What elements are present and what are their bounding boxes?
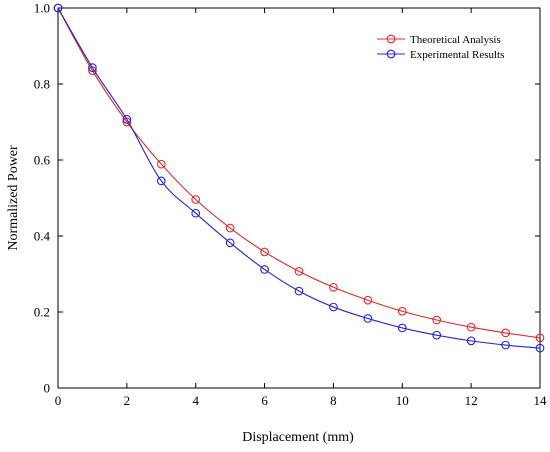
legend-swatch-marker (386, 49, 396, 59)
legend-item-theoretical-analysis: Theoretical Analysis (377, 34, 501, 46)
data-point-experimental-results (363, 314, 373, 323)
data-point-experimental-results (329, 302, 338, 312)
legend-label: Experimental Results (410, 49, 504, 61)
data-point-theoretical-analysis (191, 195, 201, 204)
legend-item-experimental-results: Experimental Results (377, 49, 504, 61)
data-point-experimental-results (466, 336, 476, 346)
data-point-experimental-results (191, 208, 201, 218)
y-tick-label: 0.6 (34, 153, 51, 168)
y-tick-label: 0 (44, 381, 51, 396)
x-tick-label: 12 (465, 393, 478, 408)
data-point-theoretical-analysis (363, 295, 373, 305)
x-tick-label: 14 (534, 393, 548, 408)
data-point-experimental-results (88, 63, 97, 73)
series-line-experimental-results (57, 7, 541, 349)
data-point-experimental-results (156, 176, 166, 186)
data-point-experimental-results (432, 330, 442, 340)
x-tick-label: 8 (330, 393, 337, 408)
data-point-theoretical-analysis (294, 266, 304, 276)
data-point-theoretical-analysis (535, 333, 545, 343)
data-point-theoretical-analysis (225, 223, 235, 233)
x-tick-label: 10 (396, 393, 409, 408)
data-point-experimental-results (122, 114, 132, 124)
axes-layer: 0 2 4 6 8 10 12 14 0 0.2 0.4 0.6 0.8 1.0 (34, 1, 547, 409)
y-tick-label: 0.8 (34, 77, 50, 92)
data-point-experimental-results (260, 265, 269, 274)
data-point-theoretical-analysis (466, 322, 476, 332)
legend-swatch-marker (386, 34, 396, 44)
x-axis-title: Displacement (mm) (242, 430, 354, 445)
data-point-theoretical-analysis (156, 159, 166, 169)
y-tick-label: 0.2 (34, 305, 50, 320)
x-tick-label: 4 (192, 393, 199, 408)
x-tick-label: 2 (124, 393, 131, 408)
data-point-experimental-results (501, 340, 510, 350)
x-tick-label: 6 (261, 393, 268, 408)
data-point-experimental-results (225, 238, 235, 248)
plot-frame (57, 7, 541, 389)
data-point-theoretical-analysis (397, 306, 407, 316)
legend: Theoretical Analysis Experimental Results (377, 34, 504, 61)
y-tick-label: 0.4 (34, 229, 51, 244)
data-point-experimental-results (397, 323, 407, 333)
data-point-theoretical-analysis (432, 315, 442, 325)
legend-label: Theoretical Analysis (410, 34, 501, 46)
series-layer (53, 3, 545, 353)
y-axis-title: Normalized Power (6, 145, 21, 251)
data-point-theoretical-analysis (260, 247, 269, 257)
data-point-theoretical-analysis (329, 282, 338, 292)
data-point-experimental-results (53, 3, 63, 13)
data-point-theoretical-analysis (501, 328, 510, 338)
data-point-experimental-results (535, 343, 545, 353)
data-point-experimental-results (294, 286, 304, 296)
y-tick-label: 1.0 (34, 1, 50, 16)
data-point-theoretical-analysis (122, 117, 132, 127)
series-experimental-results (53, 3, 545, 353)
x-tick-label: 0 (55, 393, 62, 408)
